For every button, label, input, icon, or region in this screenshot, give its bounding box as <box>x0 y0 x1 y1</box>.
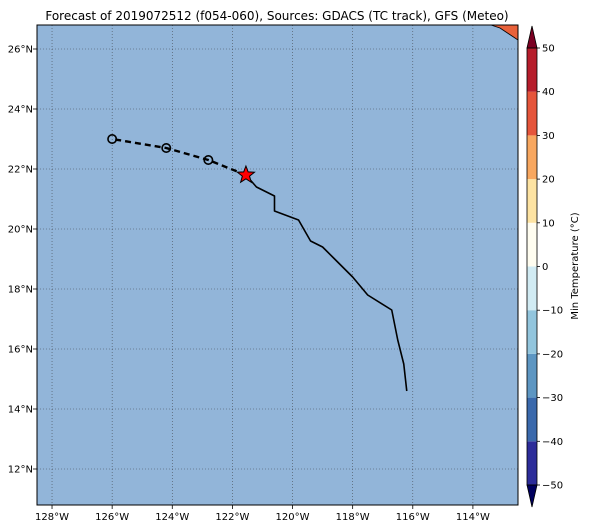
x-tick-label: 126°W <box>95 512 129 523</box>
x-tick-label: 116°W <box>396 512 430 523</box>
past-track-line <box>245 174 408 392</box>
colorbar-band <box>527 135 537 180</box>
x-tick-label: 120°W <box>276 512 310 523</box>
y-tick-label: 22°N <box>8 165 33 176</box>
y-tick-label: 16°N <box>8 345 33 356</box>
colorbar-band <box>527 310 537 354</box>
colorbar-band <box>527 179 537 223</box>
colorbar-tick-label: 50 <box>542 44 555 55</box>
colorbar-over-extension <box>526 25 538 49</box>
colorbar-tick-label: −20 <box>542 349 563 360</box>
y-tick-label: 26°N <box>8 45 33 56</box>
colorbar-tick-label: 10 <box>542 218 555 229</box>
x-tick-label: 128°W <box>35 512 69 523</box>
x-tick-label: 124°W <box>155 512 189 523</box>
current-position-star <box>236 164 256 184</box>
colorbar-tick-label: −50 <box>542 481 563 492</box>
colorbar-tick-label: −40 <box>542 437 563 448</box>
land-layer <box>490 25 518 41</box>
forecast-track-line <box>111 137 247 177</box>
y-tick-label: 14°N <box>8 405 33 416</box>
colorbar-label: Min Temperature (°C) <box>570 212 581 319</box>
colorbar-band <box>527 353 537 398</box>
colorbar-band <box>527 222 537 267</box>
colorbar-tick-label: −10 <box>542 306 563 317</box>
latitude-axis: 12°N 14°N 16°N 18°N 20°N 22°N 24°N 26°N <box>8 45 37 476</box>
forecast-point-marker <box>107 134 118 145</box>
storm-track <box>107 134 408 392</box>
x-tick-label: 122°W <box>215 512 249 523</box>
colorbar-band <box>527 48 537 92</box>
colorbar-tick-label: 40 <box>542 87 555 98</box>
longitude-axis: 128°W 126°W 124°W 122°W 120°W 118°W 116°W 114°W <box>35 505 490 523</box>
colorbar-tick-label: 20 <box>542 175 555 186</box>
forecast-point-marker <box>203 155 214 166</box>
x-tick-label: 118°W <box>336 512 370 523</box>
y-tick-label: 12°N <box>8 465 33 476</box>
y-tick-label: 20°N <box>8 225 33 236</box>
colorbar-tick-label: 30 <box>542 131 555 142</box>
colorbar: 50 40 30 20 10 0 −10 −20 −30 −40 −50 <box>526 25 563 508</box>
forecast-point-marker <box>161 143 172 154</box>
colorbar-band <box>527 397 537 442</box>
graticule <box>37 25 518 505</box>
ocean-area <box>37 25 518 505</box>
colorbar-band <box>527 441 537 485</box>
coastline-land <box>490 25 518 41</box>
colorbar-band <box>527 266 537 311</box>
map-frame <box>36 24 519 506</box>
colorbar-tick-label: 0 <box>542 262 548 273</box>
y-tick-label: 24°N <box>8 105 33 116</box>
x-tick-label: 114°W <box>456 512 490 523</box>
colorbar-tick-label: −30 <box>542 393 563 404</box>
map-title: Forecast of 2019072512 (f054-060), Sourc… <box>45 9 508 23</box>
y-tick-label: 18°N <box>8 285 33 296</box>
colorbar-under-extension <box>526 484 538 508</box>
colorbar-band <box>527 91 537 136</box>
